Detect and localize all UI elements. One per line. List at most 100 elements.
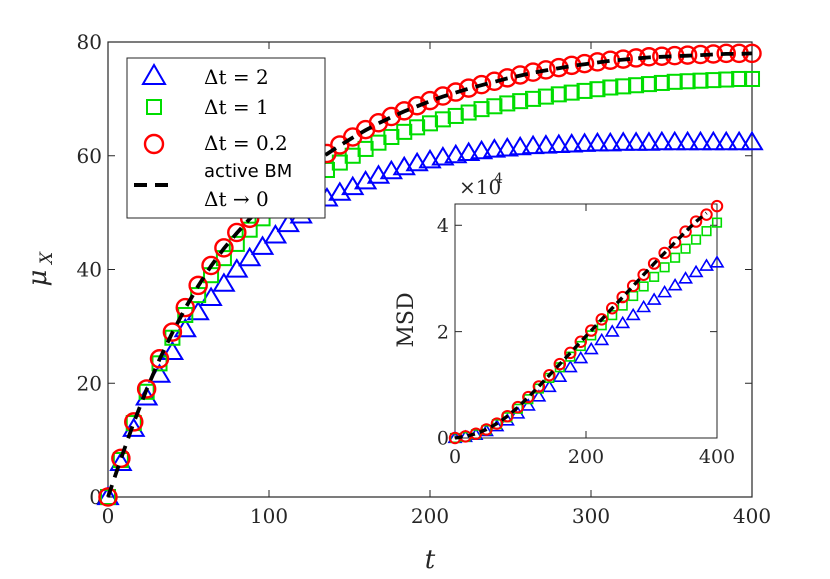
- data-point-triangle: [675, 130, 700, 151]
- series-line-active-bm: [454, 211, 708, 440]
- inset-series: [447, 199, 725, 445]
- data-point-circle: [536, 60, 556, 80]
- data-point-triangle: [663, 130, 687, 151]
- data-point-circle: [574, 335, 587, 348]
- data-point-circle: [136, 379, 157, 399]
- data-point-triangle: [699, 258, 714, 271]
- data-point-square: [537, 88, 554, 105]
- data-point-square: [486, 98, 503, 115]
- data-point-circle: [471, 74, 492, 95]
- data-point-square: [499, 95, 516, 112]
- data-point-circle: [616, 290, 629, 304]
- data-point-triangle: [534, 134, 558, 154]
- data-point-triangle: [657, 284, 673, 298]
- data-point-square: [602, 79, 619, 96]
- data-point-circle: [201, 255, 221, 276]
- data-point-circle: [214, 238, 234, 258]
- data-point-triangle: [418, 148, 442, 169]
- data-point-circle: [532, 380, 546, 393]
- data-point-circle: [522, 390, 535, 404]
- data-point-square: [370, 134, 387, 151]
- data-point-triangle: [727, 130, 751, 151]
- data-point-circle: [595, 313, 608, 326]
- legend-entry-dt-limit: Δt → 0: [204, 187, 269, 211]
- data-point-circle: [446, 82, 466, 102]
- data-point-square: [409, 119, 426, 136]
- data-point-triangle: [598, 131, 622, 152]
- data-point-triangle: [263, 223, 288, 244]
- data-point-circle: [700, 208, 713, 221]
- data-point-triangle: [495, 136, 519, 157]
- data-point-triangle: [678, 271, 694, 284]
- data-point-circle: [510, 65, 530, 85]
- data-point-square: [460, 104, 477, 121]
- data-point-circle: [605, 302, 619, 315]
- data-point-triangle: [709, 255, 725, 268]
- data-point-triangle: [604, 324, 620, 337]
- legend: Δt = 2 Δt = 1 Δt = 0.2 active BM Δt → 0: [126, 57, 326, 219]
- legend-marker-square: [146, 99, 162, 115]
- data-point-circle: [394, 101, 414, 121]
- data-point-square: [434, 111, 451, 128]
- data-point-triangle: [583, 341, 599, 355]
- data-point-square: [705, 72, 722, 89]
- data-point-circle: [407, 95, 427, 116]
- data-point-square: [666, 73, 683, 90]
- data-point-triangle: [714, 130, 738, 151]
- data-point-circle: [149, 349, 170, 369]
- y-tick-label: 60: [77, 144, 102, 168]
- legend-marker-circle: [143, 133, 165, 155]
- data-point-square: [576, 82, 593, 99]
- main-y-axis-label: μ: [23, 270, 53, 287]
- data-point-square: [228, 235, 245, 252]
- main-y-axis-label-subscript: X: [37, 251, 57, 266]
- data-point-circle: [480, 423, 493, 436]
- data-point-circle: [543, 369, 556, 382]
- y-tick-label: 2: [437, 321, 449, 343]
- data-point-circle: [553, 357, 567, 371]
- y-tick-label: 20: [77, 371, 102, 395]
- inset-ticks: 0 200 400 0 2 4: [437, 204, 735, 468]
- data-point-square: [669, 252, 681, 263]
- main-x-axis-label: t: [425, 545, 436, 575]
- data-point-triangle: [109, 451, 133, 471]
- data-point-triangle: [160, 340, 185, 361]
- data-point-triangle: [667, 278, 683, 291]
- data-point-triangle: [611, 131, 635, 151]
- data-point-square: [550, 86, 567, 103]
- data-point-circle: [710, 199, 724, 213]
- data-point-triangle: [547, 133, 571, 154]
- x-tick-label: 0: [102, 504, 115, 528]
- data-point-circle: [716, 43, 736, 64]
- data-point-square: [743, 70, 761, 87]
- x-tick-label: 400: [699, 446, 735, 468]
- data-point-square: [615, 78, 632, 95]
- data-point-triangle: [701, 130, 726, 151]
- data-point-triangle: [637, 131, 661, 151]
- series-circle: [98, 43, 762, 507]
- legend-entry-dt2: Δt = 2: [204, 65, 269, 89]
- inset-multiplier-base: ×10: [459, 175, 501, 199]
- data-point-circle: [658, 246, 671, 260]
- data-point-square: [563, 84, 580, 101]
- data-point-triangle: [456, 141, 481, 161]
- data-point-circle: [433, 86, 453, 106]
- data-point-triangle: [594, 332, 610, 346]
- data-point-circle: [188, 275, 208, 296]
- x-tick-label: 100: [250, 504, 288, 528]
- data-point-square: [473, 101, 490, 118]
- data-point-triangle: [646, 292, 662, 305]
- data-point-triangle: [552, 369, 568, 382]
- data-point-circle: [124, 412, 144, 432]
- data-point-triangle: [444, 143, 468, 164]
- data-point-square: [99, 488, 117, 506]
- data-point-circle: [227, 222, 247, 243]
- data-point-triangle: [573, 350, 589, 364]
- y-tick-label: 4: [437, 215, 449, 237]
- data-point-circle: [162, 322, 183, 342]
- data-point-square: [177, 306, 194, 324]
- data-point-square: [396, 123, 413, 140]
- data-point-triangle: [624, 131, 648, 151]
- data-point-triangle: [572, 132, 597, 152]
